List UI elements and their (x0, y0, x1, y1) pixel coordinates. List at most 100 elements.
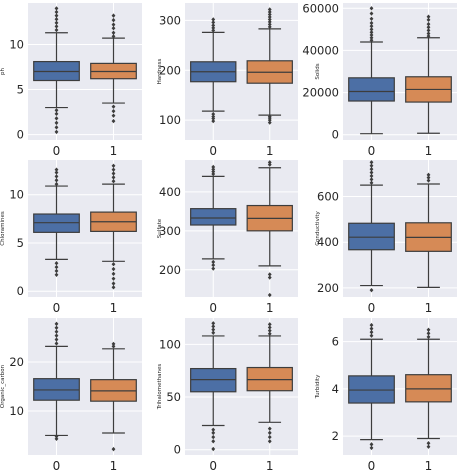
outlier-point (211, 430, 216, 436)
outlier-point (211, 434, 216, 440)
outlier-point (267, 434, 272, 440)
y-axis-label: Trihalomethanes (157, 364, 163, 411)
x-tick-label: 1 (110, 459, 118, 473)
outlier-point (267, 7, 272, 12)
outlier-point (211, 266, 216, 271)
y-tick-label: 100 (159, 337, 181, 351)
outlier-point (211, 167, 216, 172)
outlier-point (211, 259, 216, 265)
outlier-point (267, 331, 272, 337)
y-tick-label: 40000 (302, 43, 339, 57)
outlier-point (211, 321, 216, 326)
outlier-point (111, 17, 116, 23)
outlier-point (426, 175, 431, 180)
y-tick-label: 200 (159, 263, 181, 277)
y-tick-label: 4 (332, 382, 339, 396)
outlier-point (111, 118, 116, 124)
y-tick-label: 200 (317, 281, 339, 295)
outlier-point (111, 108, 116, 114)
outlier-point (54, 125, 59, 130)
outlier-point (111, 285, 116, 290)
outlier-point (54, 120, 59, 126)
x-tick-label: 0 (209, 301, 217, 315)
outlier-point (211, 169, 216, 174)
outlier-point (426, 331, 431, 336)
outlier-point (369, 442, 374, 447)
boxplot-panel-conductivity: 20040060001PotabilityConductivity (315, 160, 457, 324)
x-tick-label: 1 (266, 459, 274, 473)
y-tick-label: 20 (9, 355, 24, 369)
outlier-point (111, 163, 116, 168)
outlier-point (111, 175, 116, 180)
outlier-point (267, 24, 272, 30)
y-axis-label: Chloramines (0, 211, 6, 246)
y-axis-label: Sulfate (157, 218, 163, 238)
x-tick-label: 0 (368, 459, 376, 473)
outlier-point (426, 172, 431, 178)
outlier-point (54, 434, 59, 439)
outlier-point (211, 446, 216, 452)
y-tick-label: 50 (166, 390, 181, 404)
outlier-point (426, 25, 431, 30)
y-tick-label: 0 (174, 443, 181, 457)
y-axis-label: Hardness (157, 58, 163, 84)
outlier-point (54, 321, 59, 327)
x-tick-label: 1 (425, 459, 433, 473)
x-tick-label: 1 (110, 144, 118, 158)
y-tick-label: 0 (332, 128, 339, 142)
outlier-point (211, 327, 216, 332)
outlier-point (369, 170, 374, 175)
outlier-point (211, 28, 216, 33)
outlier-point (211, 114, 216, 119)
outlier-point (267, 322, 272, 327)
outlier-point (369, 35, 374, 40)
outlier-point (369, 445, 374, 451)
outlier-point (111, 167, 116, 172)
outlier-point (369, 287, 374, 293)
outlier-point (54, 167, 59, 172)
outlier-point (54, 333, 59, 338)
outlier-point (211, 324, 216, 329)
outlier-point (54, 24, 59, 29)
outlier-point (267, 9, 272, 15)
y-tick-label: 10 (9, 188, 24, 202)
outlier-point (369, 32, 374, 38)
outlier-point (54, 174, 59, 179)
boxplot-panel-chloramines: 051001PotabilityChloramines (0, 160, 142, 324)
outlier-point (111, 266, 116, 272)
boxplot-panel-ph: 051001Potabilityph (0, 3, 142, 167)
outlier-point (54, 170, 59, 175)
outlier-point (426, 334, 431, 340)
outlier-point (111, 281, 116, 286)
outlier-point (267, 426, 272, 431)
outlier-point (267, 19, 272, 25)
outlier-point (211, 171, 216, 177)
outlier-point (267, 325, 272, 330)
outlier-point (426, 14, 431, 19)
iqr-box (190, 208, 237, 226)
outlier-point (369, 30, 374, 35)
y-tick-label: 10 (9, 37, 24, 51)
y-tick-label: 300 (159, 224, 181, 238)
outlier-point (267, 430, 272, 436)
y-axis-label: Organic_carbon (0, 364, 6, 408)
y-axis-label: Conductivity (315, 210, 321, 245)
outlier-point (267, 17, 272, 22)
outlier-point (426, 327, 431, 333)
outlier-point (211, 439, 216, 444)
outlier-point (111, 113, 116, 118)
iqr-box (348, 77, 395, 102)
x-tick-label: 0 (209, 144, 217, 158)
outlier-point (54, 111, 59, 117)
x-tick-label: 0 (53, 301, 61, 315)
outlier-point (111, 341, 116, 347)
outlier-point (369, 27, 374, 32)
outlier-point (111, 179, 116, 184)
outlier-point (267, 160, 272, 165)
y-tick-label: 0 (17, 284, 24, 298)
y-axis-label: Turbidity (315, 374, 321, 399)
y-tick-label: 10 (9, 404, 24, 418)
outlier-point (111, 446, 116, 452)
outlier-point (211, 25, 216, 31)
